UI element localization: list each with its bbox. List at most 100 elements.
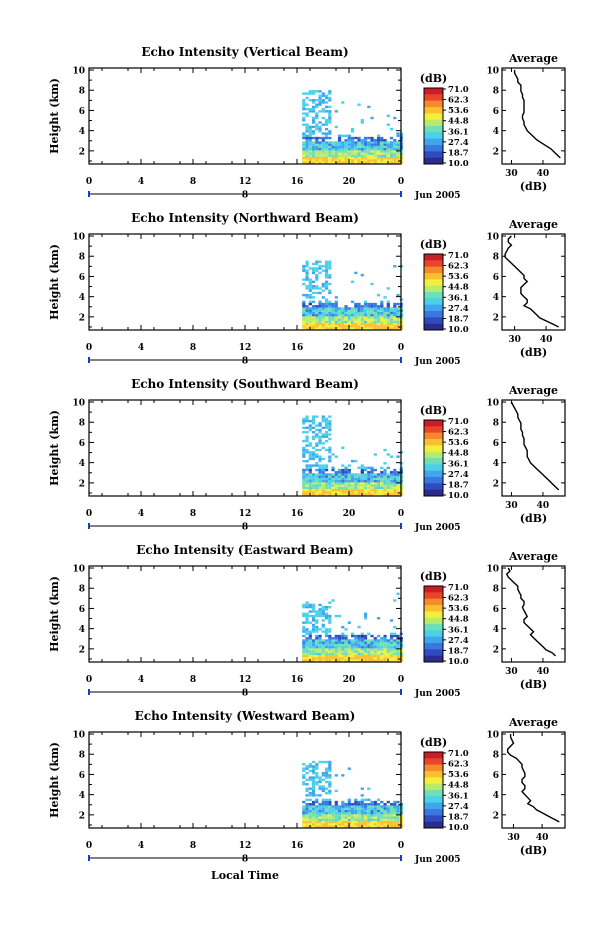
echo-cell xyxy=(324,482,329,485)
echo-cell xyxy=(367,491,371,494)
echo-cell xyxy=(318,271,322,275)
echo-cell xyxy=(376,156,381,160)
echo-cell xyxy=(341,320,345,324)
echo-cell xyxy=(386,650,390,653)
echo-cell xyxy=(315,800,319,804)
echo-cell xyxy=(311,639,316,642)
echo-cell xyxy=(328,639,332,642)
day-marker: 8 xyxy=(242,357,248,367)
echo-cell xyxy=(328,457,332,461)
echo-cell xyxy=(324,648,329,651)
echo-cell xyxy=(305,466,309,470)
echo-cell xyxy=(305,614,309,618)
y-tick-label: 6 xyxy=(79,439,85,449)
echo-cell xyxy=(337,147,342,151)
echo-cell xyxy=(308,464,312,467)
echo-cell xyxy=(337,320,342,324)
echo-cell xyxy=(337,816,342,819)
echo-cell xyxy=(383,154,387,158)
echo-cell xyxy=(386,814,390,817)
echo-cell xyxy=(328,446,332,450)
echo-cell xyxy=(308,641,312,644)
echo-cell xyxy=(302,630,306,633)
echo-cell xyxy=(350,645,355,649)
echo-cell xyxy=(360,316,364,319)
echo-cell xyxy=(393,643,397,647)
echo-cell xyxy=(357,654,361,658)
echo-cell xyxy=(302,488,306,492)
echo-cell xyxy=(308,322,312,326)
echo-cell xyxy=(311,464,316,467)
echo-cell xyxy=(367,327,371,330)
echo-cell xyxy=(305,316,309,319)
echo-cell xyxy=(354,145,358,149)
echo-cell xyxy=(363,614,368,618)
echo-cell xyxy=(341,493,345,496)
echo-cell xyxy=(328,105,332,109)
echo-cell xyxy=(324,800,329,804)
echo-cell xyxy=(324,486,329,490)
echo-cell xyxy=(334,648,338,651)
echo-cell xyxy=(324,298,329,301)
echo-cell xyxy=(318,654,322,658)
echo-cell xyxy=(308,468,312,472)
echo-cell xyxy=(386,805,390,808)
avg-y-tick-label: 2 xyxy=(493,811,499,821)
echo-cell xyxy=(341,309,345,312)
echo-cell xyxy=(302,265,306,268)
echo-cell xyxy=(315,103,319,106)
echo-cell xyxy=(305,601,309,604)
echo-cell xyxy=(354,459,358,463)
echo-cell xyxy=(389,141,394,144)
echo-cell xyxy=(321,479,325,483)
colorbar-tick-label: 62.3 xyxy=(448,262,469,272)
echo-cell xyxy=(393,488,397,492)
echo-cell xyxy=(308,479,312,483)
echo-cell xyxy=(328,619,332,622)
x-tick-label: 12 xyxy=(239,177,252,187)
echo-cell xyxy=(396,641,400,644)
x-tick-label: 20 xyxy=(343,509,356,519)
echo-cell xyxy=(350,127,355,131)
echo-cell xyxy=(363,809,368,813)
echo-cell xyxy=(334,654,338,658)
echo-cell xyxy=(350,639,355,642)
echo-cell xyxy=(318,482,322,485)
colorbar-swatch xyxy=(424,809,443,816)
echo-cell xyxy=(318,154,322,158)
echo-cell xyxy=(376,648,381,651)
echo-cell xyxy=(383,143,387,146)
echo-cell xyxy=(383,818,387,822)
echo-cell xyxy=(376,818,381,822)
echo-cell xyxy=(315,771,319,775)
echo-cell xyxy=(302,316,306,319)
echo-cell xyxy=(305,459,309,463)
echo-cell xyxy=(344,311,348,315)
echo-cell xyxy=(308,621,312,624)
colorbar-tick-label: 10.0 xyxy=(448,823,469,833)
echo-cell xyxy=(318,610,322,613)
echo-cell xyxy=(396,482,400,485)
echo-cell xyxy=(380,159,384,162)
echo-cell xyxy=(386,488,390,492)
echo-cell xyxy=(367,325,371,328)
echo-cell xyxy=(315,139,319,142)
echo-cell xyxy=(302,119,306,122)
echo-cell xyxy=(386,486,390,490)
echo-cell xyxy=(370,818,374,822)
echo-cell xyxy=(376,305,381,308)
echo-cell xyxy=(357,475,361,478)
echo-cell xyxy=(386,652,390,656)
echo-cell xyxy=(347,767,351,770)
echo-cell xyxy=(373,318,377,321)
avg-y-tick-label: 2 xyxy=(493,479,499,489)
echo-cell xyxy=(324,641,329,644)
colorbar-swatch xyxy=(424,157,443,165)
echo-cell xyxy=(370,650,374,653)
echo-cell xyxy=(347,320,351,324)
echo-cell xyxy=(347,654,351,658)
echo-cell xyxy=(305,262,309,266)
echo-cell xyxy=(302,150,306,153)
echo-cell xyxy=(363,816,368,819)
echo-cell xyxy=(305,479,309,483)
